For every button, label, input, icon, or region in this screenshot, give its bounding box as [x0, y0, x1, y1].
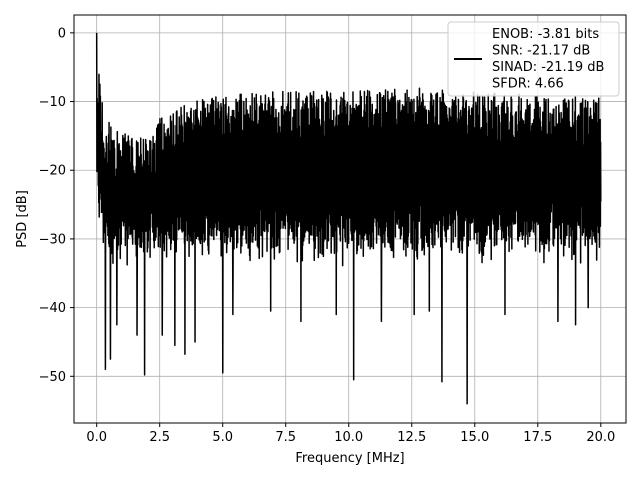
- x-tick-label: 20.0: [586, 430, 615, 445]
- legend: ENOB: -3.81 bits SNR: -21.17 dB SINAD: -…: [447, 21, 620, 97]
- legend-sfdr-text: SFDR: 4.66: [492, 77, 564, 92]
- legend-snr-text: SNR: -21.17 dB: [492, 44, 590, 59]
- x-axis-ticks: 0.0 2.5 5.0 7.5 10.0 12.5 15.0 17.5 20.0: [86, 423, 615, 445]
- x-axis-label: Frequency [MHz]: [295, 451, 404, 466]
- legend-box: [447, 21, 620, 97]
- x-tick-label: 7.5: [275, 430, 296, 445]
- x-tick-label: 0.0: [86, 430, 107, 445]
- y-axis-ticks: 0 −10 −20 −30 −40 −50: [39, 26, 74, 385]
- x-tick-label: 10.0: [334, 430, 363, 445]
- x-tick-label: 15.0: [460, 430, 489, 445]
- y-tick-label: 0: [58, 26, 66, 41]
- x-tick-label: 5.0: [212, 430, 233, 445]
- y-tick-label: −40: [39, 301, 66, 316]
- y-axis-label: PSD [dB]: [15, 190, 30, 248]
- plot-area: [95, 32, 602, 405]
- y-tick-label: −50: [39, 370, 66, 385]
- x-tick-label: 2.5: [149, 430, 170, 445]
- y-tick-label: −30: [39, 232, 66, 247]
- x-tick-label: 12.5: [397, 430, 426, 445]
- y-tick-label: −10: [39, 95, 66, 110]
- axes-frame: [73, 14, 627, 424]
- legend-sinad-text: SINAD: -21.19 dB: [492, 60, 604, 75]
- x-tick-label: 17.5: [523, 430, 552, 445]
- legend-enob-text: ENOB: -3.81 bits: [492, 27, 599, 42]
- y-tick-label: −20: [39, 164, 66, 179]
- psd-series-line: [95, 32, 602, 405]
